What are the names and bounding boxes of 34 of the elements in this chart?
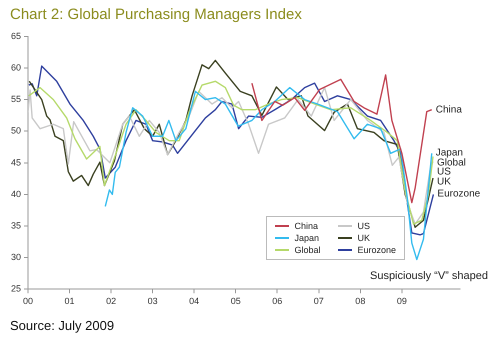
legend-label: Global	[294, 245, 320, 255]
legend-label: Eurozone	[357, 245, 396, 255]
x-tick-label: 09	[396, 296, 407, 306]
text: Eurozone	[437, 188, 480, 200]
x-tick-label: 08	[355, 296, 366, 306]
text: Global	[437, 157, 466, 168]
chart-title: Chart 2: Global Purchasing Managers Index	[10, 6, 302, 23]
legend-label: US	[357, 221, 370, 231]
y-tick-label: 50	[10, 126, 22, 136]
x-tick-label: 05	[230, 296, 241, 306]
y-tick-label: 25	[10, 284, 22, 294]
y-tick-label: 60	[10, 62, 22, 72]
x-tick-label: 06	[272, 296, 282, 306]
y-tick-label: 35	[10, 220, 22, 230]
legend-label: Japan	[294, 233, 319, 243]
x-tick-label: 02	[106, 296, 116, 306]
source-note: Source: July 2009	[10, 318, 114, 333]
x-tick-label: 04	[189, 296, 200, 306]
annotation: Suspiciously “V” shaped	[370, 270, 488, 282]
x-tick-label: 03	[148, 296, 158, 306]
text: China	[436, 104, 462, 116]
text: US	[437, 166, 451, 178]
text: Japan	[436, 148, 463, 159]
x-tick-label: 07	[314, 296, 324, 306]
y-tick-label: 30	[10, 252, 22, 262]
text: UK	[437, 176, 451, 188]
x-tick-label: 01	[64, 296, 75, 306]
y-tick-label: 65	[10, 30, 22, 41]
legend-label: UK	[357, 233, 370, 243]
legend-label: China	[294, 221, 318, 231]
y-tick-label: 55	[10, 94, 22, 104]
y-tick-label: 45	[10, 157, 22, 168]
y-tick-label: 40	[10, 188, 22, 199]
x-tick-label: 00	[23, 296, 34, 306]
